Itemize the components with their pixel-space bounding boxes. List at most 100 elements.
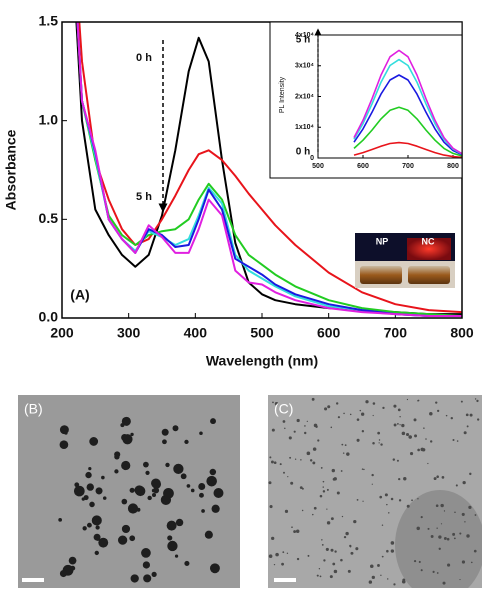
tem-image [18, 395, 240, 588]
particle [319, 494, 323, 498]
particle [456, 440, 459, 442]
particle [287, 476, 289, 478]
particle [445, 414, 448, 417]
particle [120, 423, 125, 428]
particle [342, 452, 345, 454]
particle [466, 534, 470, 538]
particle [330, 548, 334, 552]
particle [413, 559, 417, 563]
particle [397, 408, 401, 412]
particle [356, 438, 360, 442]
annotation: 5 h [136, 191, 152, 203]
particle [361, 430, 365, 433]
particle [477, 418, 480, 421]
particle [372, 402, 376, 405]
particle [102, 496, 107, 500]
x-tick-label: 700 [402, 163, 414, 170]
particle [427, 462, 429, 465]
particle [377, 431, 381, 435]
particle [313, 506, 317, 510]
particle [356, 418, 360, 421]
particle [321, 539, 323, 541]
x-tick-label: 800 [447, 163, 459, 170]
particle [282, 420, 286, 423]
x-tick-label: 500 [312, 163, 324, 170]
particle [379, 495, 383, 499]
particle [326, 521, 331, 525]
particle [175, 518, 184, 527]
particle [455, 484, 458, 487]
particle [345, 531, 349, 536]
particle [440, 523, 443, 525]
particle [307, 554, 310, 557]
particle [438, 535, 442, 539]
particle [349, 544, 352, 548]
particle [173, 463, 184, 474]
particle [390, 497, 394, 501]
particle [201, 509, 205, 513]
particle [398, 499, 402, 502]
series-line [353, 58, 462, 155]
particle [446, 537, 450, 541]
particle [461, 560, 466, 564]
particle [414, 434, 418, 438]
particle [401, 423, 405, 428]
particle [420, 447, 425, 452]
annotation: 0 h [136, 52, 152, 64]
particle [346, 452, 350, 456]
particle [68, 556, 77, 565]
panel-label: (C) [274, 401, 293, 417]
particle [332, 562, 336, 566]
particle [289, 456, 292, 459]
glow [407, 238, 451, 260]
scale-bar [274, 578, 296, 582]
particle [309, 459, 313, 462]
particle [312, 447, 317, 451]
particle [465, 413, 469, 417]
particle [279, 463, 282, 466]
particle [378, 439, 381, 441]
particle [322, 486, 324, 488]
particle [382, 406, 385, 410]
particle [82, 526, 87, 531]
particle [461, 512, 465, 516]
series-line [78, 22, 462, 314]
particle [435, 401, 438, 404]
particle [271, 460, 274, 464]
series-line [353, 49, 462, 155]
particle [151, 493, 156, 498]
particle [83, 495, 89, 501]
particle [167, 535, 173, 541]
particle [363, 468, 365, 471]
particle [459, 532, 462, 535]
particle [333, 477, 337, 481]
particle [135, 486, 146, 497]
particle [436, 572, 439, 574]
particle [368, 580, 373, 584]
particle [301, 509, 304, 512]
particle [296, 557, 300, 561]
particle [315, 425, 318, 428]
particle [443, 537, 447, 540]
particle [143, 574, 152, 583]
particle [380, 443, 383, 446]
y-axis-label: Absorbance [3, 129, 19, 210]
particle [340, 558, 343, 562]
particle [388, 512, 390, 514]
particle [286, 552, 289, 554]
particle [425, 438, 427, 440]
particle [380, 574, 382, 577]
particle [334, 550, 337, 553]
particle [443, 510, 446, 512]
particle [337, 416, 341, 419]
particle [85, 471, 92, 479]
particle [184, 439, 189, 445]
particle [393, 583, 396, 586]
particle [411, 499, 413, 502]
particle [417, 448, 420, 452]
plot-area [353, 49, 462, 159]
particle [73, 485, 85, 497]
particle [441, 476, 445, 479]
particle [70, 565, 76, 571]
particle [372, 441, 375, 445]
